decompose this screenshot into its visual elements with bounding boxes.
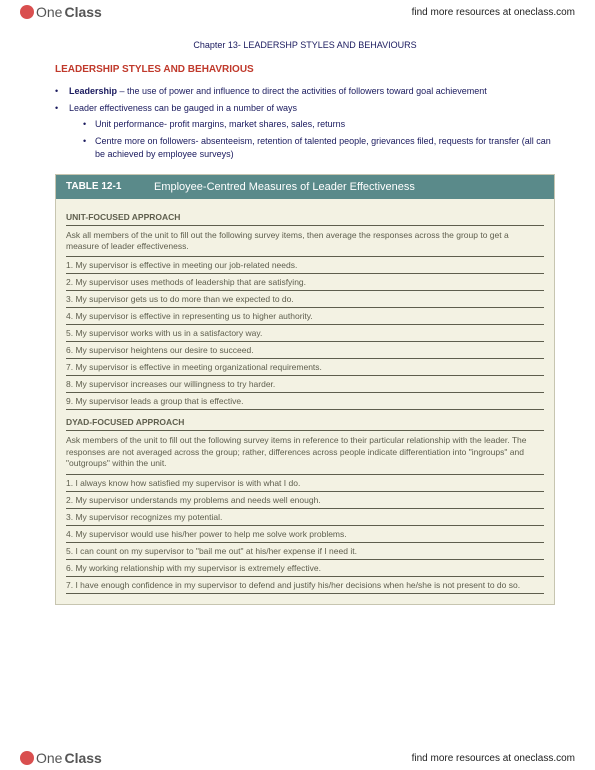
logo-text-one: One [36,750,62,766]
unit-instruction: Ask all members of the unit to fill out … [66,226,544,258]
logo: OneClass [20,750,102,766]
logo-text-class: Class [64,750,101,766]
logo-text-one: One [36,4,62,20]
sub-bullet-item: Centre more on followers- absenteeism, r… [55,135,555,162]
survey-row: 1. My supervisor is effective in meeting… [66,257,544,274]
logo: OneClass [20,4,102,20]
section-title: LEADERSHIP STYLES AND BEHAVRIOUS [55,64,555,75]
survey-row: 3. My supervisor gets us to do more than… [66,291,544,308]
logo-text-class: Class [64,4,101,20]
survey-row: 5. My supervisor works with us in a sati… [66,325,544,342]
survey-row: 2. My supervisor understands my problems… [66,492,544,509]
unit-approach-header: UNIT-FOCUSED APPROACH [66,209,544,226]
footer: OneClass find more resources at oneclass… [0,746,595,770]
survey-row: 8. My supervisor increases our willingne… [66,376,544,393]
survey-row: 3. My supervisor recognizes my potential… [66,509,544,526]
header: OneClass find more resources at oneclass… [0,0,595,24]
logo-circle-icon [20,5,34,19]
dyad-instruction: Ask members of the unit to fill out the … [66,431,544,474]
table-title: Employee-Centred Measures of Leader Effe… [144,175,554,199]
table-12-1: TABLE 12-1 Employee-Centred Measures of … [55,174,555,605]
table-label: TABLE 12-1 [56,175,144,199]
table-header-row: TABLE 12-1 Employee-Centred Measures of … [56,175,554,199]
survey-row: 6. My working relationship with my super… [66,560,544,577]
survey-row: 6. My supervisor heightens our desire to… [66,342,544,359]
sub-bullet-item: Unit performance- profit margins, market… [55,118,555,132]
survey-row: 7. I have enough confidence in my superv… [66,577,544,594]
bullet-item: Leader effectiveness can be gauged in a … [55,102,555,116]
survey-row: 7. My supervisor is effective in meeting… [66,359,544,376]
survey-row: 2. My supervisor uses methods of leaders… [66,274,544,291]
survey-row: 4. My supervisor is effective in represe… [66,308,544,325]
find-resources-link[interactable]: find more resources at oneclass.com [412,753,575,764]
chapter-title: Chapter 13- LEADERSHP STYLES AND BEHAVIO… [55,40,555,50]
bullet-item: Leadership – the use of power and influe… [55,85,555,99]
survey-row: 5. I can count on my supervisor to "bail… [66,543,544,560]
find-resources-link[interactable]: find more resources at oneclass.com [412,7,575,18]
bullet-text: – the use of power and influence to dire… [117,86,487,96]
bullet-list: Leadership – the use of power and influe… [55,85,555,162]
survey-row: 9. My supervisor leads a group that is e… [66,393,544,410]
survey-row: 4. My supervisor would use his/her power… [66,526,544,543]
table-body: UNIT-FOCUSED APPROACH Ask all members of… [56,199,554,604]
survey-row: 1. I always know how satisfied my superv… [66,475,544,492]
logo-circle-icon [20,751,34,765]
dyad-approach-header: DYAD-FOCUSED APPROACH [66,414,544,431]
bullet-prefix: Leadership [69,86,117,96]
document-content: Chapter 13- LEADERSHP STYLES AND BEHAVIO… [0,0,595,635]
